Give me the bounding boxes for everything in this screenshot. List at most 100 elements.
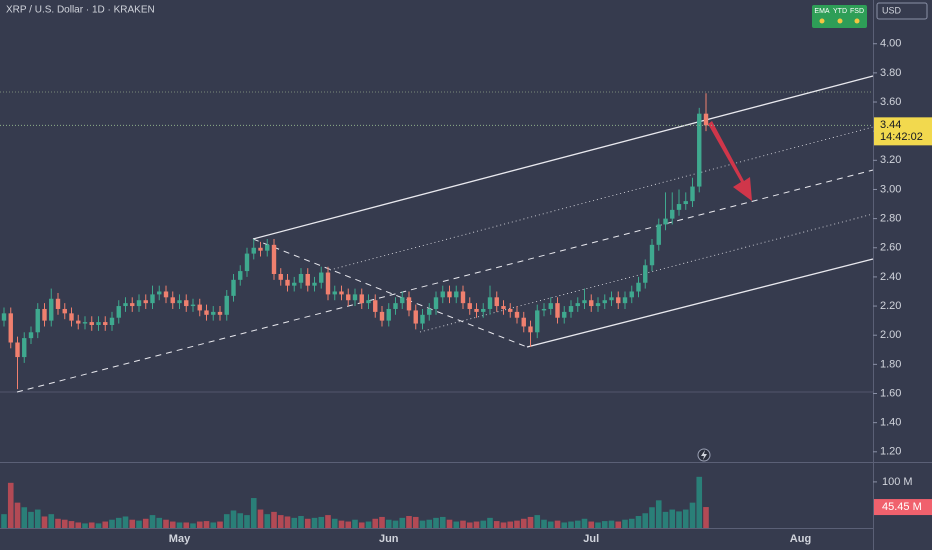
candle-body [136, 300, 142, 307]
volume-bar [527, 516, 534, 528]
volume-bar [635, 516, 642, 528]
candle-body [352, 294, 358, 301]
volume-label-box [874, 499, 932, 516]
pitchfork-handle [252, 238, 528, 348]
candle-body [244, 253, 250, 272]
volume-bar [88, 522, 95, 528]
volume-bar [365, 521, 372, 528]
volume-bar [244, 515, 250, 528]
candle-body [609, 297, 614, 301]
volume-bar [318, 516, 325, 528]
candle-body [116, 306, 121, 318]
indicator-buttons[interactable]: EMA YTD FSD [812, 5, 867, 28]
y-tick-label: 1.40 [880, 417, 901, 429]
event-bolt [701, 450, 707, 460]
candle-body [420, 314, 425, 324]
indicator-label[interactable]: FSD [850, 8, 864, 15]
candle-body [481, 308, 486, 312]
indicator-label[interactable]: YTD [833, 8, 847, 15]
candle-body [15, 342, 20, 358]
candle-body [298, 273, 304, 283]
channel-upper [252, 75, 874, 240]
volume-bar [358, 522, 365, 528]
volume-bar [520, 518, 527, 528]
volume-bar [487, 517, 493, 528]
candle-body [332, 291, 337, 295]
candle-body [636, 282, 641, 292]
volume-bar [28, 511, 34, 528]
candle-body [656, 224, 661, 245]
volume-bar [601, 521, 608, 528]
volume-bar [649, 507, 655, 528]
candle-body [224, 295, 229, 315]
volume-bar [203, 521, 210, 528]
candle-body [312, 282, 317, 286]
volume-label: 45.45 M [882, 501, 922, 513]
indicator-label[interactable]: EMA [814, 8, 830, 15]
candle-body [76, 320, 81, 324]
volume-bar [34, 509, 41, 528]
candle-body [514, 311, 520, 318]
candle-body [494, 297, 499, 307]
volume-bar [385, 519, 392, 528]
candle-body [103, 322, 108, 326]
y-tick-label: 2.00 [880, 329, 901, 341]
volume-bar [338, 520, 345, 528]
volume-bar [136, 520, 142, 528]
volume-bar [48, 514, 55, 528]
y-tick-label: 3.60 [880, 96, 901, 108]
candle-body [109, 317, 115, 326]
volume-bar [55, 518, 61, 528]
volume-bar [61, 519, 68, 528]
y-tick-label: 3.00 [880, 183, 901, 195]
volume-bar [534, 515, 541, 528]
volume-bar [493, 521, 500, 528]
y-tick-label: 1.20 [880, 446, 901, 458]
candle-body [622, 297, 628, 304]
volume-bar [480, 520, 487, 528]
candle-body [177, 300, 182, 304]
volume-bar [115, 517, 122, 528]
volume-bar [230, 510, 237, 528]
volume-bar [500, 522, 507, 528]
y-tick-label: 3.20 [880, 154, 901, 166]
candle-body [1, 313, 7, 321]
volume-bar [507, 521, 514, 528]
drawings [16, 75, 874, 393]
y-tick-label: 2.40 [880, 271, 901, 283]
candle-body [616, 297, 621, 304]
candle-body [595, 303, 601, 307]
volume-bar [561, 522, 568, 528]
candle-body [406, 297, 412, 311]
volume-bar [304, 518, 311, 528]
volume-bar [703, 507, 709, 528]
candle-body [703, 113, 709, 126]
volume-bar [210, 522, 217, 528]
volume-bar [102, 521, 109, 528]
volume-bar [196, 521, 203, 528]
volume-bar [662, 511, 669, 528]
candle-body [568, 306, 574, 312]
candle-body [366, 300, 371, 304]
candle-body [575, 303, 580, 307]
volume-bar [142, 518, 149, 528]
volume-bar [345, 521, 352, 528]
volume-bar [628, 518, 635, 528]
candle-body [292, 282, 297, 286]
candle-body [28, 332, 34, 339]
volume-bar [655, 500, 662, 528]
indicator-icon [837, 18, 843, 24]
marks: 1.20 1.40 1.60 1.80 2.00 2.20 2.40 2.60 2.80 3.00… [0, 38, 932, 545]
volume-bar [439, 516, 446, 528]
candle-body [548, 303, 553, 309]
currency-label[interactable]: USD [882, 5, 902, 15]
y-tick-label: 2.80 [880, 213, 901, 225]
volume-bar [419, 520, 426, 528]
candle-body [474, 308, 479, 312]
channel-inner-upper [329, 126, 874, 271]
volume-bar [82, 523, 88, 528]
candle-body [379, 311, 385, 321]
currency-box[interactable] [876, 2, 928, 20]
candle-body [501, 306, 506, 309]
x-tick-label: Jul [583, 533, 599, 545]
